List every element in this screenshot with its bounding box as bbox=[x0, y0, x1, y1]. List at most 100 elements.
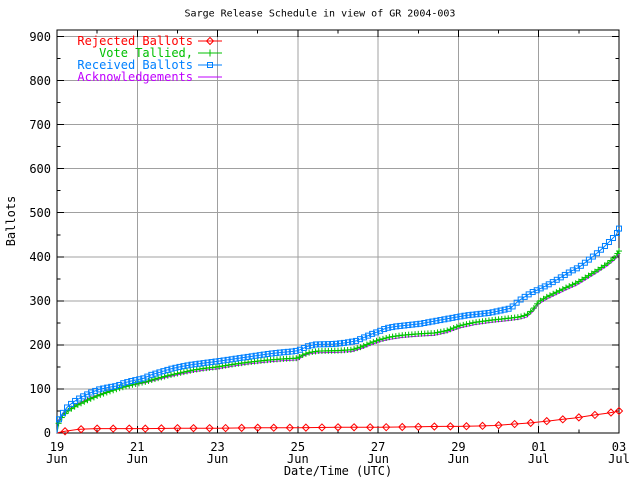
data-point-marker-square bbox=[168, 365, 175, 372]
data-point-marker-square bbox=[461, 312, 468, 319]
data-point-marker-square bbox=[160, 368, 167, 375]
data-point-marker-diamond bbox=[317, 423, 327, 432]
data-point-marker-diamond bbox=[606, 408, 616, 417]
data-point-marker-diamond bbox=[510, 419, 519, 429]
data-point-marker-diamond bbox=[205, 423, 214, 433]
data-point-marker-diamond bbox=[526, 418, 535, 428]
data-point-marker-square bbox=[84, 391, 91, 398]
data-point-marker-diamond bbox=[108, 424, 118, 433]
data-point-marker-square bbox=[316, 341, 323, 348]
data-point-marker-diamond bbox=[92, 424, 102, 433]
data-point-marker-square bbox=[341, 339, 348, 346]
data-point-marker-square bbox=[100, 385, 107, 392]
data-point-marker-square bbox=[529, 289, 536, 296]
data-point-marker-diamond bbox=[141, 424, 150, 433]
legend-label: Acknowledgements bbox=[77, 70, 193, 84]
data-point-marker-square bbox=[264, 350, 271, 357]
x-tick-month: Jun bbox=[367, 452, 389, 466]
data-point-marker-square bbox=[449, 314, 456, 321]
data-point-marker-square bbox=[60, 409, 67, 416]
data-point-marker-diamond bbox=[253, 423, 262, 432]
legend: Rejected Ballots Vote Tallied, Received Ba… bbox=[60, 35, 223, 83]
data-point-marker-square bbox=[417, 320, 424, 327]
data-point-marker-square bbox=[256, 352, 263, 359]
data-point-marker-square bbox=[377, 327, 384, 334]
data-point-marker-diamond bbox=[430, 422, 439, 431]
data-point-marker-square bbox=[413, 321, 420, 328]
legend-sample-line bbox=[198, 62, 222, 68]
data-point-marker-square bbox=[296, 346, 303, 353]
data-point-marker-square bbox=[457, 313, 464, 320]
data-point-marker-square bbox=[429, 318, 436, 325]
plot-border bbox=[56, 29, 620, 434]
data-point-marker-square bbox=[393, 323, 400, 330]
data-point-marker-square bbox=[112, 383, 119, 390]
data-point-marker-square bbox=[176, 363, 183, 370]
legend-item-received-ballots: Received Ballots bbox=[60, 59, 223, 71]
data-point-marker-square bbox=[569, 267, 576, 274]
legend-item-acknowledgements: Acknowledgements bbox=[60, 71, 223, 83]
data-point-marker-square bbox=[108, 383, 115, 390]
x-tick-day: 01 bbox=[531, 440, 546, 454]
y-tick-label: 500 bbox=[29, 205, 51, 220]
data-point-marker-diamond bbox=[189, 423, 198, 433]
data-point-marker-diamond bbox=[446, 422, 455, 431]
data-point-marker-diamond bbox=[349, 423, 359, 432]
data-point-marker-square bbox=[365, 332, 372, 339]
x-tick-label: 25 Jun bbox=[276, 441, 320, 465]
x-tick-label: 03 Jul bbox=[597, 441, 640, 465]
data-point-marker-square bbox=[212, 358, 219, 365]
data-point-marker-square bbox=[180, 363, 187, 370]
data-point-marker-square bbox=[589, 253, 596, 260]
data-point-marker-square bbox=[236, 355, 243, 362]
data-point-marker-square bbox=[357, 336, 364, 343]
data-point-marker-square bbox=[473, 311, 480, 318]
data-point-marker-square bbox=[465, 312, 472, 319]
data-point-marker-square bbox=[200, 360, 207, 367]
data-point-marker-square bbox=[232, 355, 239, 362]
data-point-marker-diamond bbox=[269, 423, 278, 432]
data-point-marker-square bbox=[196, 360, 203, 367]
legend-item-vote-tallied: Vote Tallied, bbox=[60, 47, 223, 59]
data-point-marker-square bbox=[148, 371, 155, 378]
x-tick-day: 27 bbox=[370, 440, 386, 454]
data-point-marker-square bbox=[385, 324, 392, 331]
data-point-marker-square bbox=[104, 384, 111, 391]
data-point-marker-square bbox=[345, 339, 352, 346]
data-point-marker-square bbox=[244, 353, 251, 360]
data-point-marker-square bbox=[120, 380, 127, 387]
data-point-marker-diamond bbox=[381, 422, 391, 432]
data-point-marker-square bbox=[228, 356, 235, 363]
legend-sample-line bbox=[198, 76, 222, 78]
x-tick-day: 29 bbox=[451, 440, 466, 454]
data-point-marker-diamond bbox=[558, 415, 568, 424]
data-point-marker-square bbox=[433, 317, 440, 324]
data-point-marker-diamond bbox=[301, 423, 311, 432]
data-point-marker-diamond bbox=[221, 423, 230, 433]
data-point-marker-diamond bbox=[285, 423, 295, 432]
data-point-marker-square bbox=[288, 348, 295, 355]
data-point-marker-square bbox=[585, 256, 592, 263]
data-point-marker-diamond bbox=[462, 422, 471, 431]
data-point-marker-square bbox=[489, 309, 496, 316]
x-tick-day: 19 bbox=[49, 440, 65, 454]
x-axis-label: Date/Time (UTC) bbox=[283, 464, 393, 478]
data-point-marker-square bbox=[56, 416, 63, 423]
data-point-marker-square bbox=[132, 377, 139, 384]
data-point-marker-square bbox=[361, 334, 368, 341]
x-tick-day: 21 bbox=[130, 440, 145, 454]
data-point-marker-square bbox=[136, 376, 143, 383]
data-point-marker-square bbox=[128, 378, 135, 385]
data-point-marker-square bbox=[601, 242, 608, 249]
data-point-marker-square bbox=[493, 308, 500, 315]
data-point-marker-square bbox=[501, 306, 508, 313]
data-point-marker-square bbox=[268, 350, 275, 357]
data-point-marker-square bbox=[192, 361, 199, 368]
y-tick-label: 600 bbox=[29, 161, 51, 176]
data-point-marker-square bbox=[369, 330, 376, 337]
data-point-marker-square bbox=[537, 285, 544, 292]
x-tick-month: Jun bbox=[206, 452, 229, 466]
data-point-marker-square bbox=[208, 359, 215, 366]
data-point-marker-square bbox=[188, 361, 195, 368]
data-point-marker-square bbox=[453, 314, 460, 321]
